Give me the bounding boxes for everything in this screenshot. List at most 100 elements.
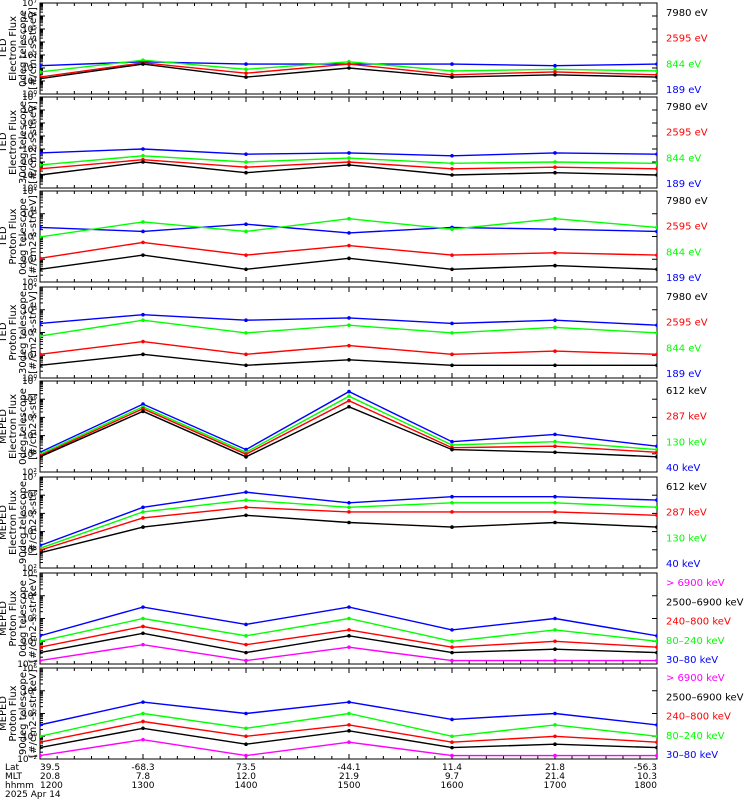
data-point (40, 173, 42, 177)
y-axis-label-line: Electron Flux (8, 394, 19, 459)
footer-value: 1400 (235, 781, 258, 791)
y-tick-label: 10⁻² (17, 660, 37, 670)
data-point (347, 358, 351, 362)
y-axis-label-line: Proton Flux (8, 208, 19, 264)
data-point (450, 331, 454, 335)
data-point (141, 616, 145, 621)
y-tick-label: 10⁰ (22, 732, 37, 742)
data-point (141, 220, 145, 224)
y-axis-label-line: 90deg telescope (18, 672, 29, 755)
data-point (450, 363, 454, 368)
data-point (450, 639, 454, 644)
y-axis-label: TEDProton Flux30deg telescope[#/cm2-s-st… (0, 291, 39, 374)
y-axis-label: MEPEDElectron Flux90deg telescope[#/cm2-… (0, 481, 39, 564)
y-tick-label: 10⁷ (22, 473, 37, 483)
y-tick-label: 10⁰ (22, 374, 37, 384)
y-tick-label: 10⁴ (22, 132, 37, 142)
footer-row-label: hhmm (5, 781, 34, 791)
y-axis-label-line: [#/cm2-s-str-eV] (28, 101, 39, 184)
data-point (553, 734, 557, 739)
y-tick-label: 10⁰ (22, 278, 37, 288)
data-point (40, 740, 42, 744)
data-point (244, 622, 248, 627)
data-point (40, 543, 42, 548)
data-point (655, 525, 657, 529)
data-point (40, 723, 42, 727)
data-point (655, 166, 657, 171)
data-point (347, 256, 351, 261)
legend-entry: 130 keV (666, 437, 707, 448)
y-tick-label: 10⁰ (22, 90, 37, 100)
footer-value: 11.4 (442, 763, 462, 773)
data-point (40, 645, 42, 649)
data-point (141, 229, 145, 234)
data-point (244, 753, 248, 758)
y-axis-label-line: [#/cm2-s-str] (28, 393, 39, 460)
y-axis-label: TEDElectron Flux30deg telescope[#/cm2-s-… (0, 101, 39, 184)
data-point (244, 455, 248, 459)
y-axis-label-line: [#/cm2-s-str-eV] (28, 195, 39, 278)
data-point (450, 740, 454, 744)
footer-value: -44.1 (337, 763, 360, 773)
data-point (553, 444, 557, 449)
y-tick-label: 10⁴ (22, 592, 37, 602)
series-group (40, 147, 657, 177)
data-point (553, 494, 557, 499)
y-axis-label-line: 30deg telescope (18, 101, 29, 184)
data-point (141, 147, 145, 151)
data-point (141, 339, 145, 344)
data-point (244, 447, 248, 452)
y-axis-label-line: [#/cm2-s-str] (28, 489, 39, 556)
data-point (141, 642, 145, 647)
data-point (553, 520, 557, 525)
data-point (40, 753, 42, 758)
data-point (655, 331, 657, 335)
y-tick-label: 10¹ (22, 351, 37, 361)
data-point (553, 647, 557, 652)
data-point (553, 723, 557, 727)
legend-entry: 240–800 keV (666, 712, 731, 723)
footer-value: 7.8 (136, 772, 151, 782)
data-point (450, 745, 454, 750)
data-point (450, 69, 454, 73)
data-point (450, 439, 454, 444)
legend-entry: 2500–6900 keV (666, 692, 744, 703)
data-point (655, 323, 657, 327)
legend-entry: 844 eV (666, 247, 701, 258)
data-point (450, 253, 454, 257)
y-axis-label-line: 30deg telescope (18, 291, 29, 374)
legend-entry: 80–240 keV (666, 731, 725, 742)
y-tick-label: 10⁶ (22, 395, 37, 405)
data-point (40, 548, 42, 552)
data-point (450, 645, 454, 649)
data-point (347, 231, 351, 235)
data-point (450, 173, 454, 177)
y-tick-label: 10³ (22, 210, 37, 220)
y-tick-label: 10⁶ (22, 12, 37, 22)
footer-value: 1200 (40, 781, 63, 791)
data-point (655, 650, 657, 655)
y-axis-label-line: MEPED (0, 409, 9, 444)
data-point (553, 325, 557, 330)
legend-entry: 2595 eV (666, 34, 708, 45)
data-point (141, 719, 145, 724)
data-point (141, 631, 145, 636)
legend-entry: 287 keV (666, 412, 707, 423)
data-point (40, 745, 42, 750)
data-point (553, 753, 557, 758)
data-point (244, 331, 248, 335)
y-tick-label: 10⁴ (22, 432, 37, 442)
data-point (450, 494, 454, 499)
y-axis-label: TEDProton Flux0deg telescope[#/cm2-s-str… (0, 195, 39, 278)
data-point (450, 658, 454, 663)
footer-value: 21.4 (545, 772, 565, 782)
legend-entry: 844 eV (666, 153, 701, 164)
legend-entry: 7980 eV (666, 196, 708, 207)
data-point (553, 616, 557, 621)
data-point (450, 717, 454, 722)
data-point (553, 439, 557, 444)
y-axis-label-line: MEPED (0, 696, 9, 731)
legend-entry: 189 eV (666, 179, 701, 190)
